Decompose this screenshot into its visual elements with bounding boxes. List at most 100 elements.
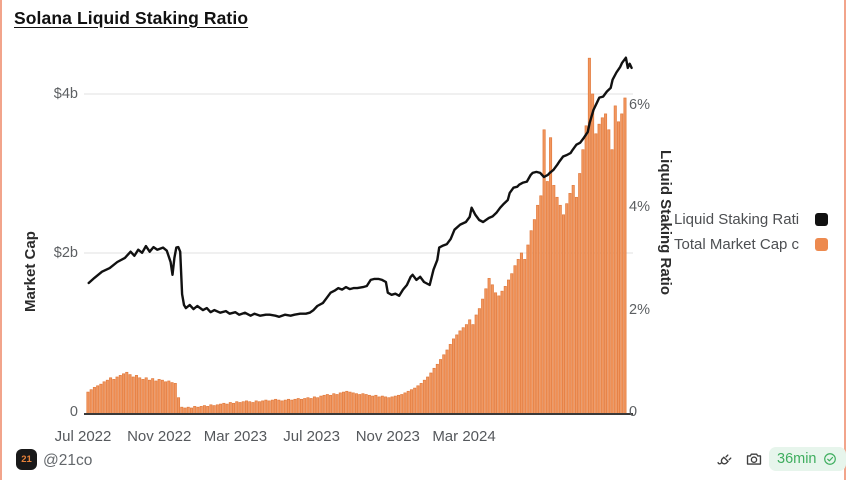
bar-total-market-cap[interactable]	[565, 203, 569, 415]
bar-total-market-cap[interactable]	[513, 265, 517, 415]
bar-total-market-cap[interactable]	[138, 377, 142, 415]
bar-total-market-cap[interactable]	[613, 105, 617, 415]
bar-total-market-cap[interactable]	[574, 196, 578, 415]
bar-total-market-cap[interactable]	[196, 406, 200, 415]
bar-total-market-cap[interactable]	[225, 403, 229, 415]
bar-total-market-cap[interactable]	[519, 252, 523, 415]
bar-total-market-cap[interactable]	[177, 397, 181, 415]
bar-total-market-cap[interactable]	[413, 387, 417, 415]
freshness-badge[interactable]: 36min	[769, 447, 846, 471]
bar-total-market-cap[interactable]	[267, 400, 271, 415]
bar-total-market-cap[interactable]	[448, 344, 452, 415]
bar-total-market-cap[interactable]	[397, 394, 401, 415]
bar-total-market-cap[interactable]	[484, 288, 488, 415]
plug-icon[interactable]	[716, 450, 734, 468]
bar-total-market-cap[interactable]	[549, 137, 553, 415]
bar-total-market-cap[interactable]	[222, 402, 226, 415]
bar-total-market-cap[interactable]	[102, 381, 106, 415]
bar-total-market-cap[interactable]	[571, 185, 575, 415]
bar-total-market-cap[interactable]	[358, 394, 362, 415]
bar-total-market-cap[interactable]	[160, 379, 164, 415]
bar-total-market-cap[interactable]	[154, 380, 158, 415]
bar-total-market-cap[interactable]	[99, 383, 103, 415]
camera-icon[interactable]	[745, 450, 763, 468]
bar-total-market-cap[interactable]	[390, 396, 394, 415]
bar-total-market-cap[interactable]	[416, 385, 420, 415]
bar-total-market-cap[interactable]	[374, 394, 378, 415]
bar-total-market-cap[interactable]	[494, 292, 498, 415]
bar-total-market-cap[interactable]	[296, 398, 300, 415]
bar-total-market-cap[interactable]	[309, 398, 313, 415]
bar-total-market-cap[interactable]	[432, 367, 436, 415]
bar-total-market-cap[interactable]	[490, 284, 494, 415]
bar-total-market-cap[interactable]	[607, 129, 611, 415]
bar-total-market-cap[interactable]	[338, 392, 342, 415]
bar-total-market-cap[interactable]	[219, 403, 223, 415]
bar-total-market-cap[interactable]	[251, 402, 255, 415]
bar-total-market-cap[interactable]	[180, 406, 184, 415]
bar-total-market-cap[interactable]	[558, 204, 562, 415]
bar-total-market-cap[interactable]	[481, 298, 485, 415]
bar-total-market-cap[interactable]	[429, 372, 433, 415]
bar-total-market-cap[interactable]	[141, 379, 145, 415]
bar-total-market-cap[interactable]	[555, 196, 559, 415]
bar-total-market-cap[interactable]	[299, 398, 303, 415]
bar-total-market-cap[interactable]	[348, 391, 352, 415]
bar-total-market-cap[interactable]	[167, 380, 171, 415]
bar-total-market-cap[interactable]	[125, 371, 129, 415]
bar-total-market-cap[interactable]	[477, 308, 481, 415]
bar-total-market-cap[interactable]	[131, 376, 135, 415]
bar-total-market-cap[interactable]	[147, 379, 151, 415]
legend-item[interactable]: Liquid Staking Rati	[674, 210, 828, 228]
bar-total-market-cap[interactable]	[384, 396, 388, 415]
bar-total-market-cap[interactable]	[232, 402, 236, 415]
bar-total-market-cap[interactable]	[238, 402, 242, 415]
bar-total-market-cap[interactable]	[322, 394, 326, 415]
bar-total-market-cap[interactable]	[445, 349, 449, 415]
bar-total-market-cap[interactable]	[393, 395, 397, 415]
bar-total-market-cap[interactable]	[435, 363, 439, 415]
bar-total-market-cap[interactable]	[354, 393, 358, 415]
bar-total-market-cap[interactable]	[332, 393, 336, 415]
bar-total-market-cap[interactable]	[584, 125, 588, 415]
bar-total-market-cap[interactable]	[312, 396, 316, 415]
bar-total-market-cap[interactable]	[371, 395, 375, 415]
bar-total-market-cap[interactable]	[532, 219, 536, 415]
bar-total-market-cap[interactable]	[507, 279, 511, 415]
bar-total-market-cap[interactable]	[118, 375, 122, 415]
bar-total-market-cap[interactable]	[529, 230, 533, 415]
bar-total-market-cap[interactable]	[287, 398, 291, 415]
bar-total-market-cap[interactable]	[587, 57, 591, 415]
bar-total-market-cap[interactable]	[206, 406, 210, 415]
legend-item[interactable]: Total Market Cap c	[674, 235, 828, 253]
bar-total-market-cap[interactable]	[604, 113, 608, 415]
bar-total-market-cap[interactable]	[199, 406, 203, 415]
bar-total-market-cap[interactable]	[403, 392, 407, 415]
bar-total-market-cap[interactable]	[406, 390, 410, 415]
bar-total-market-cap[interactable]	[325, 394, 329, 415]
bar-total-market-cap[interactable]	[387, 397, 391, 415]
bar-total-market-cap[interactable]	[523, 259, 527, 415]
bar-total-market-cap[interactable]	[151, 378, 155, 415]
bar-total-market-cap[interactable]	[610, 149, 614, 415]
bar-total-market-cap[interactable]	[377, 396, 381, 415]
bar-total-market-cap[interactable]	[597, 123, 601, 415]
bar-total-market-cap[interactable]	[545, 181, 549, 415]
author-handle[interactable]: @21co	[43, 452, 93, 469]
bar-total-market-cap[interactable]	[345, 390, 349, 415]
bar-total-market-cap[interactable]	[542, 129, 546, 415]
bar-total-market-cap[interactable]	[270, 399, 274, 415]
bar-total-market-cap[interactable]	[274, 398, 278, 415]
bar-total-market-cap[interactable]	[228, 402, 232, 415]
bar-total-market-cap[interactable]	[468, 319, 472, 415]
bar-total-market-cap[interactable]	[241, 401, 245, 415]
bar-total-market-cap[interactable]	[458, 330, 462, 415]
bar-total-market-cap[interactable]	[442, 354, 446, 415]
bar-total-market-cap[interactable]	[186, 406, 190, 415]
bar-total-market-cap[interactable]	[329, 394, 333, 415]
bar-total-market-cap[interactable]	[335, 394, 339, 415]
bar-total-market-cap[interactable]	[254, 400, 258, 415]
bar-total-market-cap[interactable]	[209, 404, 213, 415]
bar-total-market-cap[interactable]	[280, 400, 284, 415]
